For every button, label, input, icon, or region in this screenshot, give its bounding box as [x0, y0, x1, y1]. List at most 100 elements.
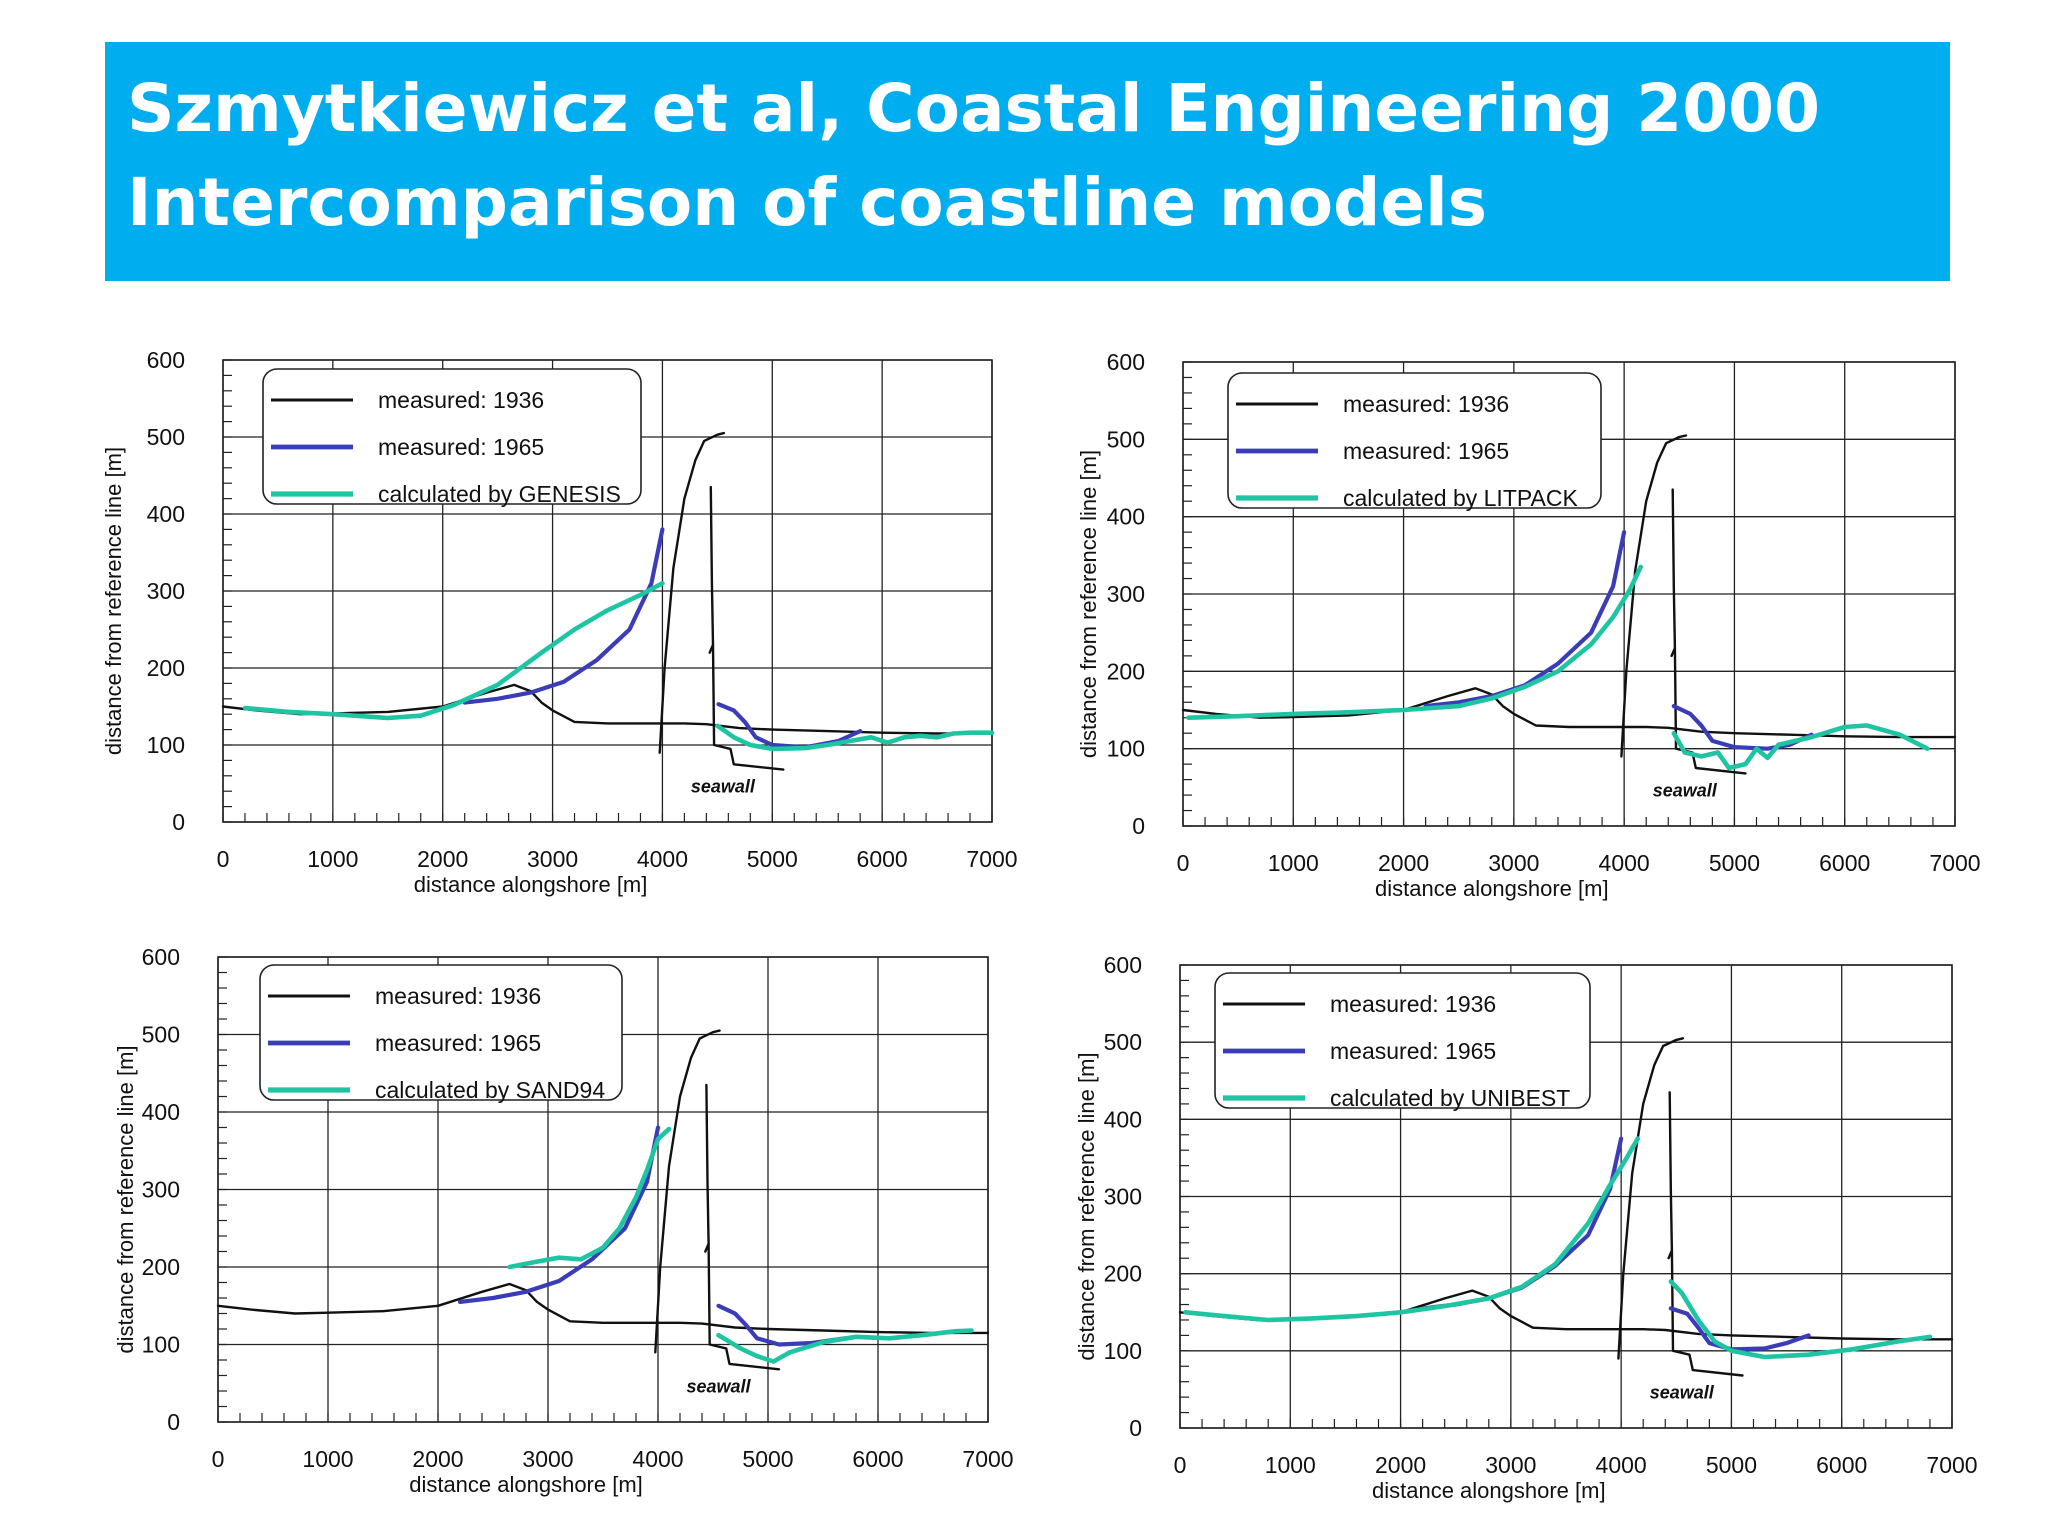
series-line-measured-1936 [1620, 434, 1688, 758]
legend-label-measured-1936: measured: 1936 [378, 387, 544, 413]
x-tick-label: 1000 [307, 846, 358, 872]
x-tick-label: 7000 [962, 1446, 1013, 1472]
y-axis-label: distance from reference line [m] [101, 447, 126, 755]
x-tick-label: 7000 [966, 846, 1017, 872]
legend-label-measured-1965: measured: 1965 [1330, 1038, 1496, 1064]
y-tick-label: 600 [1104, 952, 1142, 978]
series-line-measured-1965 [1671, 704, 1814, 751]
x-axis-label: distance alongshore [m] [1372, 1478, 1606, 1503]
series-line-measured-1936 [654, 1029, 721, 1354]
series-measured-1936 [216, 1029, 990, 1371]
x-tick-label: 2000 [1375, 1452, 1426, 1478]
minor-ticks [217, 956, 989, 1423]
series-line-calculated [1671, 723, 1930, 771]
y-tick-label: 500 [147, 424, 185, 450]
x-tick-label: 7000 [1926, 1452, 1977, 1478]
y-tick-label: 400 [1104, 1106, 1142, 1132]
seawall-annotation: seawall [686, 1377, 751, 1397]
y-tick-label: 500 [142, 1022, 180, 1048]
y-tick-label: 600 [147, 347, 185, 373]
x-tick-label: 5000 [1706, 1452, 1757, 1478]
title-banner: Szmytkiewicz et al, Coastal Engineering … [105, 42, 1950, 281]
series-line-measured-1965 [457, 1125, 661, 1304]
x-tick-label: 0 [212, 1446, 225, 1472]
series-line-calculated [1186, 564, 1643, 720]
legend-label-measured-1965: measured: 1965 [375, 1030, 541, 1056]
series-line-calculated [507, 1126, 672, 1270]
series-line-calculated [716, 1328, 974, 1364]
x-tick-label: 5000 [742, 1446, 793, 1472]
y-tick-label: 100 [1107, 736, 1145, 762]
series-calculated [242, 581, 995, 752]
x-tick-label: 0 [1177, 850, 1190, 876]
legend-label-calculated: calculated by LITPACK [1343, 485, 1578, 511]
y-tick-label: 300 [1104, 1184, 1142, 1210]
legend-box [262, 368, 642, 505]
x-tick-label: 5000 [747, 846, 798, 872]
x-tick-label: 3000 [522, 1446, 573, 1472]
y-tick-label: 600 [142, 944, 180, 970]
series-measured-1936 [1181, 434, 1957, 775]
y-tick-label: 200 [142, 1254, 180, 1280]
y-tick-label: 100 [142, 1332, 180, 1358]
series-line-measured-1936 [658, 431, 726, 754]
series-line-calculated [242, 581, 665, 721]
minor-ticks [1179, 964, 1953, 1429]
series-calculated [507, 1126, 974, 1364]
legend-label-measured-1936: measured: 1936 [1343, 391, 1509, 417]
x-tick-label: 0 [217, 846, 230, 872]
x-tick-label: 6000 [1816, 1452, 1867, 1478]
x-tick-label: 5000 [1709, 850, 1760, 876]
y-tick-label: 500 [1107, 426, 1145, 452]
y-tick-label: 0 [1129, 1415, 1142, 1441]
x-tick-label: 1000 [302, 1446, 353, 1472]
series-line-measured-1936 [711, 643, 785, 771]
x-tick-label: 3000 [1485, 1452, 1536, 1478]
legend-label-measured-1936: measured: 1936 [375, 983, 541, 1009]
series-line-measured-1936 [1181, 687, 1957, 739]
y-tick-label: 0 [172, 809, 185, 835]
series-calculated [1186, 564, 1930, 771]
legend-label-measured-1936: measured: 1936 [1330, 991, 1496, 1017]
y-tick-label: 500 [1104, 1029, 1142, 1055]
series-measured-1936 [221, 431, 994, 771]
series-line-measured-1936 [221, 683, 994, 735]
y-tick-label: 0 [1132, 813, 1145, 839]
x-axis-label: distance alongshore [m] [414, 872, 648, 897]
series-line-calculated [1668, 1279, 1933, 1360]
series-line-measured-1936 [1178, 1289, 1954, 1341]
y-tick-label: 400 [1107, 504, 1145, 530]
chart-litpack: 0 1000 2000 3000 4000 5000 6000 7000 0 100 200 300 4… [1076, 349, 1981, 901]
x-axis-label: distance alongshore [m] [409, 1472, 643, 1497]
y-axis-label: distance from reference line [m] [113, 1045, 138, 1353]
y-tick-label: 200 [1107, 658, 1145, 684]
x-tick-label: 4000 [637, 846, 688, 872]
series-line-measured-1936 [704, 1083, 710, 1253]
legend-box [259, 964, 623, 1101]
minor-ticks [222, 359, 993, 823]
slide-title: Szmytkiewicz et al, Coastal Engineering … [127, 70, 1820, 147]
series-line-calculated [1183, 1136, 1640, 1323]
series-calculated [1183, 1136, 1933, 1360]
y-tick-label: 100 [147, 732, 185, 758]
series-measured-1965 [457, 1125, 848, 1347]
legend-label-measured-1965: measured: 1965 [378, 434, 544, 460]
legend-label-calculated: calculated by UNIBEST [1330, 1085, 1570, 1111]
series-line-measured-1965 [1423, 530, 1627, 709]
series-line-measured-1936 [1670, 1249, 1744, 1377]
x-tick-label: 6000 [1819, 850, 1870, 876]
x-tick-label: 0 [1174, 1452, 1187, 1478]
y-tick-label: 400 [142, 1099, 180, 1125]
y-tick-label: 600 [1107, 349, 1145, 375]
series-line-calculated [715, 723, 995, 752]
legend-label-measured-1965: measured: 1965 [1343, 438, 1509, 464]
legend-box [1227, 372, 1602, 509]
series-measured-1965 [1420, 1136, 1811, 1352]
series-line-measured-1965 [716, 1303, 848, 1347]
y-tick-label: 200 [1104, 1261, 1142, 1287]
y-tick-label: 100 [1104, 1338, 1142, 1364]
series-line-measured-1936 [1670, 488, 1677, 658]
x-tick-label: 2000 [417, 846, 468, 872]
slide-subtitle: Intercomparison of coastline models [127, 164, 1488, 241]
